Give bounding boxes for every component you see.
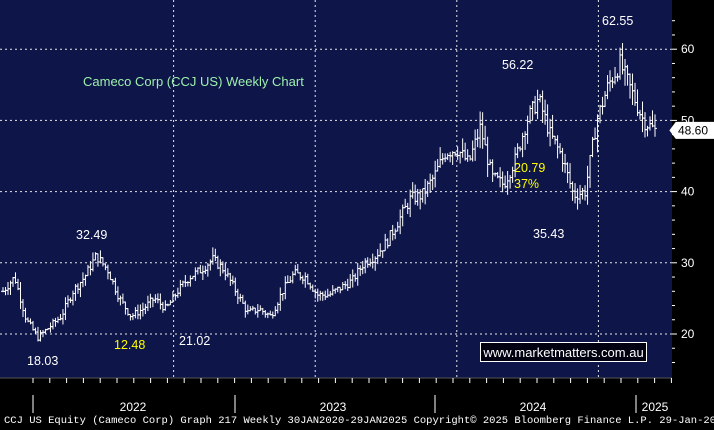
annotation-drawdown-amount: 20.79 [514,161,545,175]
plot-area [0,0,672,378]
y-tick-label: 30 [681,256,695,270]
x-tick-label: 2024 [520,400,547,413]
annotation-drawdown-pct: 37% [514,177,539,191]
y-axis-panel [672,0,714,378]
y-tick-label: 40 [681,185,695,199]
last-price-flag [669,121,714,139]
y-tick-label: 60 [681,42,695,56]
x-axis-panel [0,378,714,413]
bloomberg-footer: CCJ US Equity (Cameco Corp) Graph 217 We… [0,413,714,430]
annotation-high-2025: 62.55 [602,14,633,28]
annotation-high-2024: 56.22 [502,58,533,72]
x-tick-label: 2025 [642,400,669,413]
annotation-low-mid-2022: 12.48 [114,338,145,352]
annotation-high-2022: 32.49 [76,228,107,242]
annotation-low-2022: 18.03 [27,354,58,368]
chart-title: Cameco Corp (CCJ US) Weekly Chart [83,74,304,89]
last-price-label: 48.60 [678,123,708,137]
annotation-low-2024: 35.43 [533,227,564,241]
y-tick-label: 20 [681,327,695,341]
x-tick-label: 2022 [120,400,147,413]
watermark-url: www.marketmatters.com.au [480,342,647,362]
annotation-low-late-2022: 21.02 [179,334,210,348]
x-tick-label: 2023 [320,400,347,413]
